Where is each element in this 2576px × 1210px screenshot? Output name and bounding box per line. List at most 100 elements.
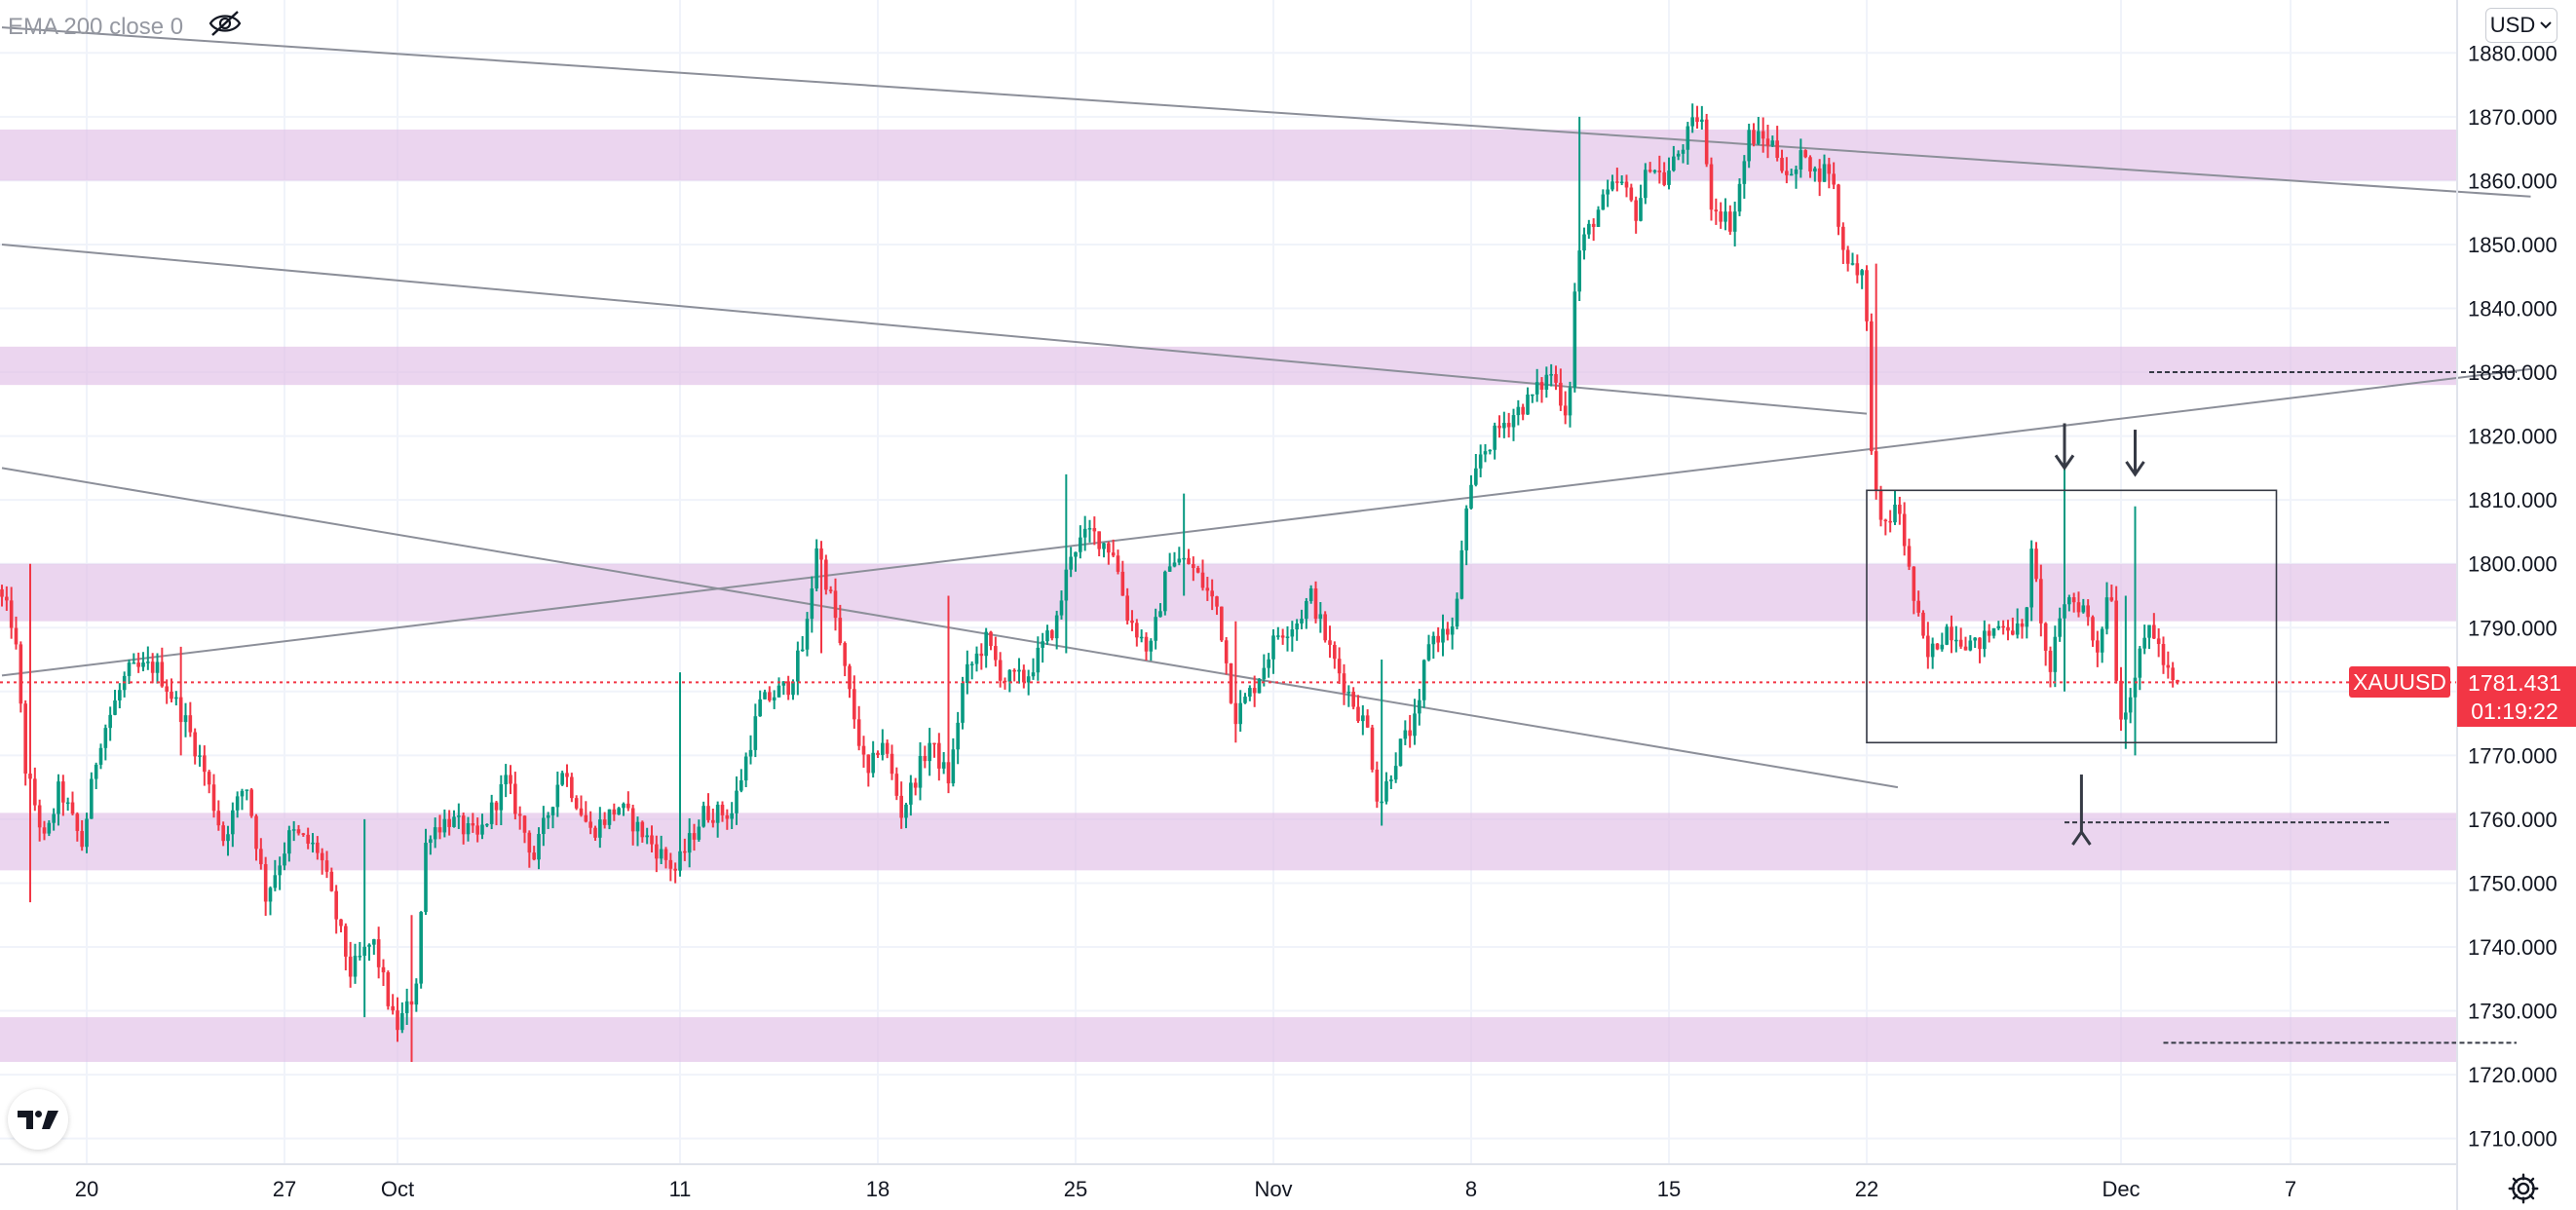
candle-body xyxy=(1031,672,1036,677)
drawing-annotations xyxy=(1866,371,2517,1044)
candle-body xyxy=(226,834,230,842)
candle-body xyxy=(457,815,461,817)
currency-select[interactable]: USD xyxy=(2485,8,2557,43)
candle-body xyxy=(1488,449,1493,452)
candle-body xyxy=(353,956,358,977)
candle-body xyxy=(381,966,386,973)
price-tick-label: 1820.000 xyxy=(2468,425,2557,449)
candle-body xyxy=(998,660,1003,681)
candle-body xyxy=(193,732,197,757)
candle-body xyxy=(1158,611,1162,618)
time-axis[interactable]: 20 27 Oct 11 18 25 Nov 8 15 22 Dec 7 xyxy=(75,1177,2296,1201)
arrow-down-icon[interactable] xyxy=(2054,454,2075,472)
candlestick-series xyxy=(0,103,2179,1062)
candle-body xyxy=(1808,157,1812,172)
candle-body xyxy=(174,697,178,700)
candle-body xyxy=(324,860,329,872)
candle-body xyxy=(94,764,98,779)
candle-body xyxy=(75,813,80,831)
candle-body xyxy=(396,1010,399,1031)
candle-body xyxy=(1534,382,1539,395)
candle-body xyxy=(1431,635,1436,645)
candle-body xyxy=(429,839,433,844)
candle-body xyxy=(1526,394,1530,415)
candle-body xyxy=(329,871,334,891)
candle-body xyxy=(2104,597,2109,629)
trendline[interactable] xyxy=(1,367,2531,677)
candle-body xyxy=(800,649,805,652)
candle-body xyxy=(1714,209,1719,212)
candle-body xyxy=(1506,423,1511,428)
time-tick-label: Oct xyxy=(381,1177,414,1201)
trendline[interactable] xyxy=(1,26,2531,198)
trendline[interactable] xyxy=(1,467,1899,789)
candle-body xyxy=(1248,688,1252,698)
candle-body xyxy=(777,685,781,698)
candle-body xyxy=(584,814,588,822)
candle-body xyxy=(805,619,810,650)
price-tick-label: 1830.000 xyxy=(2468,360,2557,385)
candle-body xyxy=(527,832,532,853)
price-axis[interactable]: 1710.000 1720.000 1730.000 1740.000 1750.000… xyxy=(2468,41,2557,1151)
range-box[interactable] xyxy=(1866,489,2278,744)
candle-body xyxy=(37,805,42,828)
candle-body xyxy=(5,596,9,601)
candle-body xyxy=(2001,625,2005,628)
candle-body xyxy=(743,756,748,781)
candle-body xyxy=(833,590,838,619)
candle-body xyxy=(1648,170,1652,172)
arrow-up-icon[interactable] xyxy=(2071,829,2092,846)
candle-body xyxy=(2152,624,2156,639)
candle-body xyxy=(1220,606,1224,641)
candle-body xyxy=(588,821,592,828)
candle-body xyxy=(1295,623,1299,630)
candle-body xyxy=(796,650,800,682)
candle-body xyxy=(1346,692,1351,694)
candle-body xyxy=(739,780,743,791)
candle-body xyxy=(2124,712,2128,720)
candle-body xyxy=(42,827,47,834)
candle-body xyxy=(1455,598,1459,627)
candle-body xyxy=(367,944,371,947)
candle-body xyxy=(207,772,211,785)
indicator-legend[interactable]: EMA 200 close 0 xyxy=(8,11,242,40)
countdown-label: 01:19:22 xyxy=(2471,699,2558,724)
candle-body xyxy=(2100,628,2104,653)
candle-body xyxy=(1619,181,1624,184)
candle-body xyxy=(598,819,602,838)
candle-body xyxy=(1333,644,1337,660)
price-tick-label: 1800.000 xyxy=(2468,552,2557,577)
arrow-down-icon[interactable] xyxy=(2125,461,2145,477)
eye-off-icon[interactable] xyxy=(208,11,242,36)
candle-body xyxy=(2029,548,2033,608)
candle-body xyxy=(1596,209,1601,227)
candle-body xyxy=(452,816,456,827)
candle-body xyxy=(132,662,136,664)
candle-body xyxy=(19,644,23,704)
indicator-label[interactable]: EMA 200 close 0 xyxy=(8,14,183,40)
candle-body xyxy=(635,821,640,832)
price-tick-label: 1710.000 xyxy=(2468,1127,2557,1152)
candle-body xyxy=(57,781,60,814)
candle-body xyxy=(141,662,145,667)
gear-icon[interactable] xyxy=(2506,1171,2541,1206)
candle-body xyxy=(1017,669,1021,672)
candle-body xyxy=(485,823,489,826)
candle-body xyxy=(254,815,258,850)
candle-body xyxy=(659,849,663,859)
candle-body xyxy=(828,589,833,591)
candle-body xyxy=(1361,715,1365,722)
tradingview-logo-icon[interactable] xyxy=(8,1089,68,1150)
candle-body xyxy=(1870,321,1874,452)
candle-body xyxy=(1502,423,1506,429)
candle-body xyxy=(899,795,903,818)
candle-body xyxy=(306,834,310,844)
candle-body xyxy=(9,600,14,628)
candle-body xyxy=(1742,161,1747,184)
candle-body xyxy=(1709,164,1714,210)
candle-body xyxy=(273,875,278,889)
candle-body xyxy=(904,804,908,818)
candle-body xyxy=(932,742,936,745)
candle-body xyxy=(1827,164,1832,174)
